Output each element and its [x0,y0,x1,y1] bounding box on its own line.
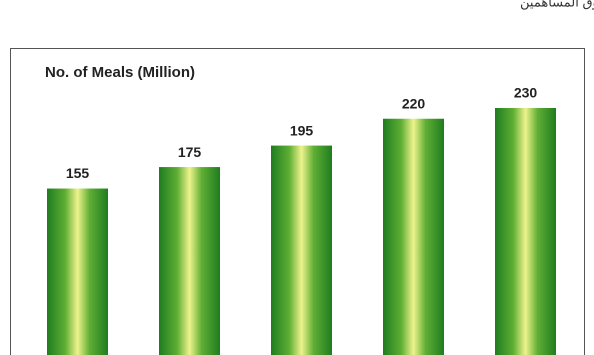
chart-frame [10,48,585,355]
header-text: حقوق المساهمين [520,0,594,10]
bar [271,145,332,355]
chart-title: No. of Meals (Million) [45,64,195,81]
bar [47,188,108,355]
bar [159,167,220,355]
bar [495,108,556,355]
value-label: 220 [402,95,426,111]
value-label: 195 [290,122,314,138]
value-label: 230 [514,85,538,101]
value-label: 155 [66,165,90,181]
value-label: 175 [178,144,202,160]
bar [383,118,444,355]
